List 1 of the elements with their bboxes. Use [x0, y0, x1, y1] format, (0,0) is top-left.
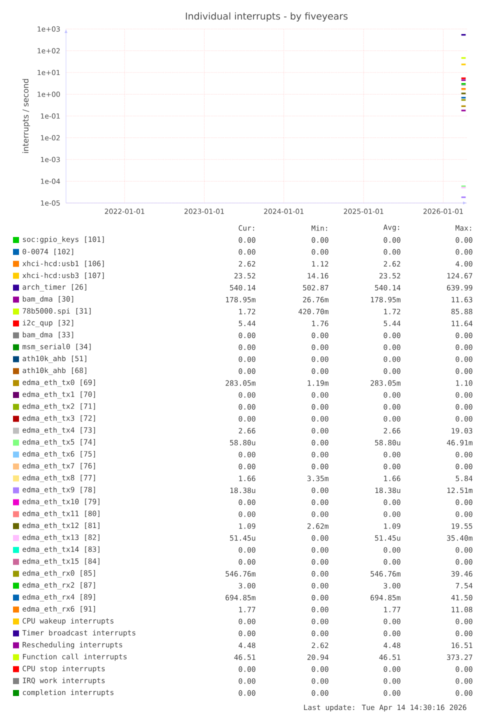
chart-title: Individual interrupts - by fiveyears [186, 12, 348, 22]
